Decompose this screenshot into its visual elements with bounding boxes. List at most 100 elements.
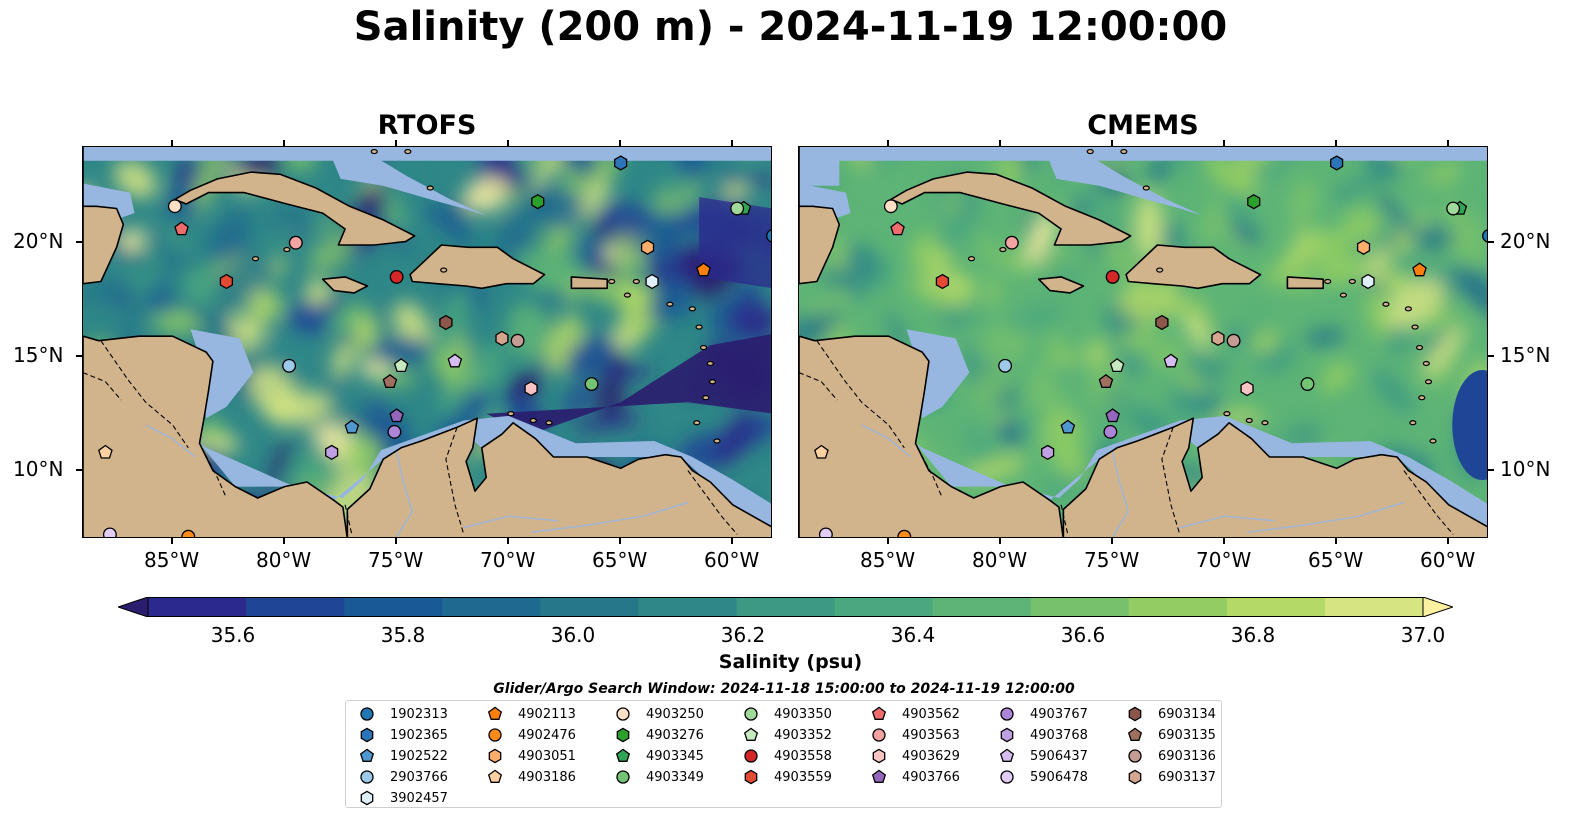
island [695, 324, 703, 330]
legend-label: 4903562 [902, 706, 960, 722]
legend-marker-4903051 [488, 748, 502, 764]
island [1261, 420, 1269, 426]
island [1404, 306, 1412, 312]
platform-marker-4903766 [1105, 408, 1120, 423]
shelf-northBar [799, 147, 1487, 161]
lon-tick-mark [730, 140, 733, 146]
island [1382, 301, 1390, 307]
platform-marker-6903136 [510, 333, 525, 348]
legend-item-4903559: 4903559 [740, 767, 832, 787]
lon-tick-label: 85°W [143, 548, 200, 572]
circle-marker-icon [1128, 749, 1142, 763]
legend-item-3902457: 3902457 [356, 788, 448, 808]
panel-title-rtofs: RTOFS [377, 110, 477, 141]
platform-marker-4903768 [1041, 444, 1055, 461]
legend-label: 2903766 [390, 769, 448, 785]
legend-label: 4903352 [774, 727, 832, 743]
land-southAm [346, 417, 771, 537]
island [1411, 324, 1419, 330]
colorbar-extend-low [116, 596, 149, 618]
legend-marker-4903350 [744, 707, 758, 721]
circle-marker-icon [360, 707, 374, 721]
pentagon-marker-icon [1127, 727, 1143, 741]
island [1223, 411, 1231, 417]
legend-item-2903766: 2903766 [356, 767, 448, 787]
platform-marker-4903563 [1004, 235, 1019, 250]
colorbar-segment [442, 597, 541, 617]
lat-tick-label: 15°N [1500, 342, 1551, 367]
legend-item-1902313: 1902313 [356, 704, 448, 724]
legend-marker-4903767 [1000, 707, 1014, 721]
legend-marker-1902522 [359, 748, 375, 762]
island [1418, 395, 1426, 401]
colorbar-tick-label: 37.0 [1400, 623, 1446, 647]
hexagon-marker-icon [1128, 706, 1142, 722]
lon-tick-mark [886, 538, 889, 544]
legend-marker-6903136 [1128, 749, 1142, 763]
colorbar-segment [1030, 597, 1130, 617]
island [999, 246, 1007, 253]
land-puertoRico [570, 276, 609, 290]
legend-marker-4903559 [744, 769, 758, 785]
platform-marker-4903276 [1247, 194, 1261, 210]
lon-tick-mark [1334, 538, 1337, 544]
colorbar [116, 596, 1455, 618]
platform-marker-6903136 [1226, 333, 1241, 348]
colorbar-tick-label: 36.4 [890, 623, 936, 647]
island [1409, 420, 1417, 426]
lon-tick-mark [730, 538, 733, 544]
platform-marker-4903562 [890, 221, 905, 236]
legend-label: 6903134 [1158, 706, 1216, 722]
lon-tick-mark [886, 140, 889, 146]
platform-marker-4903350 [1446, 201, 1461, 216]
hexagon-marker-icon [616, 727, 630, 743]
legend-item-4903350: 4903350 [740, 704, 832, 724]
hexagon-marker-icon [872, 748, 886, 764]
panel-title-cmems: CMEMS [1087, 110, 1199, 141]
pentagon-marker-icon [487, 769, 503, 783]
legend-label: 4903558 [774, 748, 832, 764]
platform-marker-4902113 [1412, 262, 1427, 277]
platform-marker-4903350 [730, 201, 745, 216]
platform-marker-4903186 [814, 444, 829, 459]
lon-tick-mark [394, 538, 397, 544]
rtofs-map [82, 146, 772, 538]
platform-marker-6903135 [1098, 373, 1114, 388]
platform-marker-5906437 [447, 353, 463, 368]
pentagon-marker-icon [871, 706, 887, 720]
lon-tick-label: 60°W [704, 548, 760, 572]
lon-tick-mark [618, 140, 621, 146]
legend-label: 4903349 [646, 769, 704, 785]
island [507, 411, 515, 417]
lon-tick-label: 65°W [1308, 548, 1364, 572]
river-line [531, 501, 689, 533]
colorbar-segment [1324, 597, 1424, 617]
lat-tick-mark [1488, 354, 1494, 357]
island [1424, 379, 1433, 385]
platform-marker-4903250 [883, 199, 898, 214]
land-mexico [83, 147, 125, 285]
lat-tick-mark [76, 468, 82, 471]
border-line [100, 340, 189, 449]
colorbar-tick-label: 36.0 [550, 623, 596, 647]
legend-item-4903558: 4903558 [740, 746, 832, 766]
platform-marker-4903276 [531, 194, 545, 210]
legend-marker-4903563 [872, 728, 886, 742]
figure-title: Salinity (200 m) - 2024-11-19 12:00:00 [353, 4, 1228, 50]
lon-tick-label: 80°W [971, 548, 1028, 572]
legend-item-4903051: 4903051 [484, 746, 576, 766]
legend-label: 4903563 [902, 727, 960, 743]
colorbar-tick-label: 36.2 [720, 623, 766, 647]
hexagon-marker-icon [744, 769, 758, 785]
border-line [1060, 504, 1069, 535]
legend-marker-4903349 [616, 770, 630, 784]
island [688, 306, 696, 312]
legend-marker-4903250 [616, 707, 630, 721]
land-central [799, 335, 1064, 537]
lat-tick-label: 10°N [13, 456, 64, 481]
platform-marker-4903250 [167, 199, 182, 214]
legend-marker-5906437 [999, 748, 1015, 762]
island [623, 292, 631, 298]
river-line [395, 452, 414, 537]
legend-marker-2903766 [360, 770, 374, 784]
